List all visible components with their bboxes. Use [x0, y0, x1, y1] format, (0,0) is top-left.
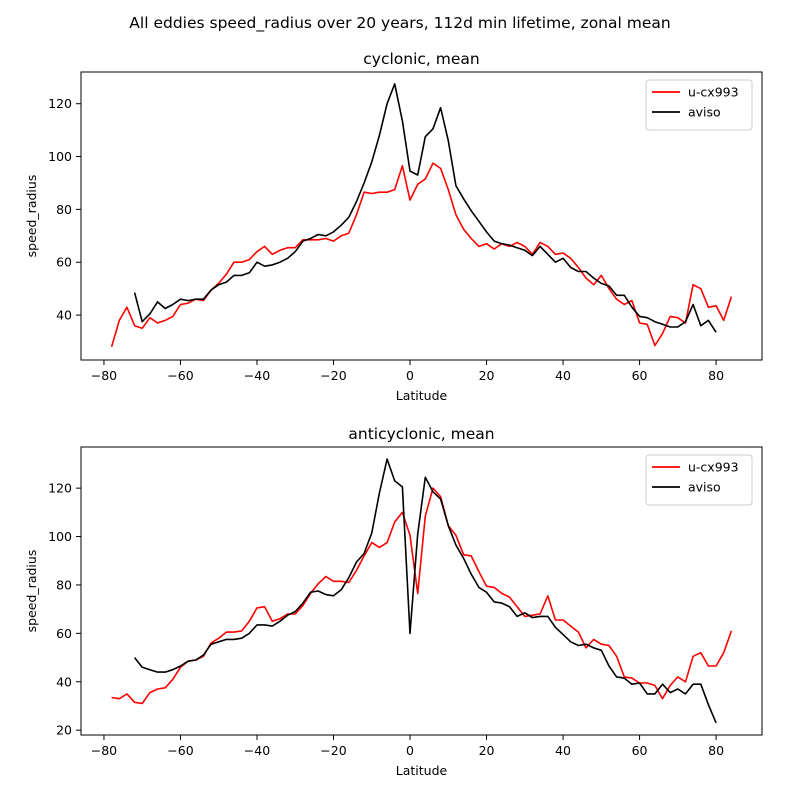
cyclonic-legend-label: u-cx993	[688, 85, 739, 100]
anticyclonic-legend-label: u-cx993	[688, 460, 739, 475]
cyclonic-ylabel: speed_radius	[24, 175, 39, 258]
cyclonic-xtick-label: 60	[632, 368, 648, 383]
cyclonic-ytick-label: 100	[48, 149, 72, 164]
cyclonic-xtick-label: 80	[708, 368, 724, 383]
cyclonic-series-aviso	[133, 83, 717, 333]
anticyclonic-xlabel: Latitude	[396, 763, 448, 778]
cyclonic-xtick-label: 20	[479, 368, 495, 383]
cyclonic-ytick-label: 40	[56, 308, 72, 323]
cyclonic-ytick-label: 120	[48, 96, 72, 111]
anticyclonic-series-aviso	[133, 458, 717, 724]
cyclonic-title: cyclonic, mean	[363, 50, 479, 68]
anticyclonic-ytick-label: 40	[56, 674, 72, 689]
anticyclonic-title: anticyclonic, mean	[348, 425, 494, 443]
cyclonic-panel: cyclonic, mean −80 −60 −40 −20 0 20 40 60 80 40 60 8…	[24, 50, 763, 403]
anticyclonic-ytick-label: 20	[56, 723, 72, 738]
anticyclonic-panel: anticyclonic, mean −80 −60 −40 −20 0 20 40 60 80 2…	[24, 425, 763, 778]
cyclonic-ytick-label: 80	[56, 202, 72, 217]
anticyclonic-xtick-label: 0	[406, 743, 414, 758]
cyclonic-xtick-label: 0	[406, 368, 414, 383]
anticyclonic-xtick-label: −60	[167, 743, 193, 758]
anticyclonic-xtick-label: −40	[244, 743, 270, 758]
cyclonic-legend-label: aviso	[688, 105, 721, 120]
anticyclonic-xtick-label: −80	[91, 743, 117, 758]
cyclonic-xtick-label: −80	[91, 368, 117, 383]
cyclonic-xlabel: Latitude	[396, 388, 448, 403]
cyclonic-xtick-label: −60	[167, 368, 193, 383]
cyclonic-xtick-label: −40	[244, 368, 270, 383]
anticyclonic-xtick-label: 80	[708, 743, 724, 758]
cyclonic-xtick-label: −20	[320, 368, 346, 383]
anticyclonic-series-u-cx993	[111, 487, 733, 705]
anticyclonic-xtick-label: 40	[555, 743, 571, 758]
anticyclonic-ytick-label: 120	[48, 481, 72, 496]
cyclonic-xtick-label: 40	[555, 368, 571, 383]
anticyclonic-axes-frame	[80, 446, 763, 736]
anticyclonic-xtick-label: 20	[479, 743, 495, 758]
cyclonic-axes-frame	[80, 71, 763, 361]
cyclonic-ytick-label: 60	[56, 255, 72, 270]
anticyclonic-legend-label: aviso	[688, 480, 721, 495]
anticyclonic-ytick-label: 100	[48, 529, 72, 544]
anticyclonic-ylabel: speed_radius	[24, 550, 39, 633]
anticyclonic-xtick-label: 60	[632, 743, 648, 758]
figure-title: All eddies speed_radius over 20 years, 1…	[129, 14, 670, 33]
cyclonic-series-u-cx993	[110, 162, 733, 348]
anticyclonic-ytick-label: 80	[56, 577, 72, 592]
anticyclonic-ytick-label: 60	[56, 626, 72, 641]
anticyclonic-xtick-label: −20	[320, 743, 346, 758]
